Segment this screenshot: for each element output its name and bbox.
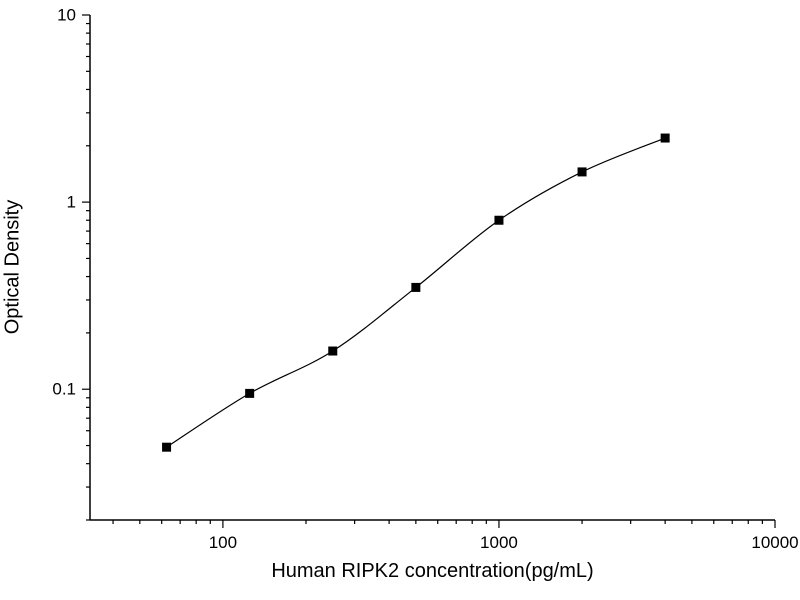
svg-text:10: 10 bbox=[57, 6, 76, 25]
svg-text:1: 1 bbox=[67, 193, 76, 212]
svg-text:100: 100 bbox=[209, 533, 237, 552]
svg-text:1000: 1000 bbox=[480, 533, 518, 552]
data-points bbox=[162, 133, 670, 452]
axes bbox=[89, 15, 775, 521]
tick-marks bbox=[82, 14, 776, 528]
svg-text:10000: 10000 bbox=[751, 533, 798, 552]
y-axis-title: Optical Density bbox=[1, 199, 24, 335]
x-axis-title: Human RIPK2 concentration(pg/mL) bbox=[271, 560, 594, 582]
tick-labels: 100 1000 10000 0.1 1 10 bbox=[52, 6, 798, 553]
fit-curve bbox=[166, 137, 666, 448]
svg-text:0.1: 0.1 bbox=[52, 380, 76, 399]
